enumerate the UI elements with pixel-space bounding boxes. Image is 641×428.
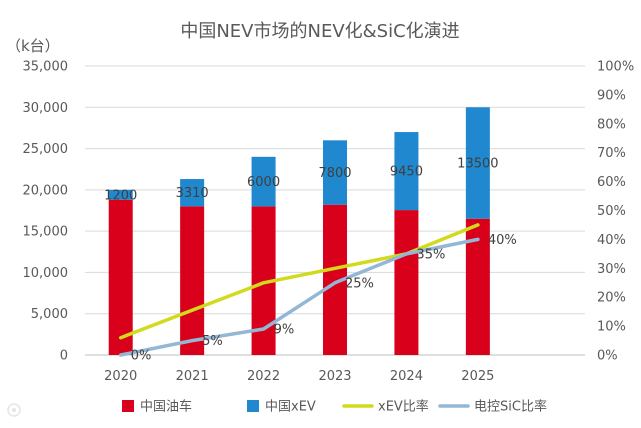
y-tick-label: 35,000: [23, 60, 69, 75]
bar-series-1: [251, 156, 276, 207]
y2-tick-label: 40%: [597, 233, 626, 248]
y2-tick-label: 0%: [597, 349, 618, 364]
y-tick-label: 15,000: [23, 225, 69, 240]
bar-series: [108, 107, 490, 355]
bar-data-label: 9450: [390, 165, 423, 180]
y-tick-label: 20,000: [23, 183, 69, 198]
x-tick-label: 2025: [461, 369, 494, 384]
legend-item: 中国油车: [122, 399, 192, 415]
legend-label: 中国油车: [140, 399, 192, 415]
watermark-logo: [7, 403, 21, 417]
bar-series-0: [394, 210, 419, 355]
legend-label: 中国xEV: [265, 400, 316, 415]
legend-item: 电控SiC比率: [438, 399, 547, 415]
y2-tick-label: 80%: [597, 117, 626, 132]
bar-data-label: 1200: [104, 188, 137, 203]
y2-tick-label: 50%: [597, 204, 626, 219]
legend-label: 电控SiC比率: [474, 399, 547, 415]
y2-tick-label: 90%: [597, 88, 626, 103]
x-tick-label: 2024: [390, 369, 423, 384]
line-data-label: 35%: [416, 247, 445, 262]
bar-series-1: [394, 132, 419, 211]
bar-data-label: 6000: [247, 175, 280, 190]
legend: 中国油车 中国xEV xEV比率 电控SiC比率: [122, 399, 547, 415]
y2-tick-label: 60%: [597, 175, 626, 190]
chart-title: 中国NEV市场的NEV化&SiC化演进: [180, 21, 459, 42]
y2-tick-label: 30%: [597, 262, 626, 277]
legend-item: xEV比率: [342, 399, 429, 415]
line-data-label: 0%: [131, 349, 152, 364]
y-tick-label: 25,000: [23, 142, 69, 157]
bar-series-0: [108, 199, 133, 355]
x-tick-label: 2020: [104, 369, 137, 384]
legend-item: 中国xEV: [247, 400, 316, 415]
line-data-label: 25%: [345, 276, 374, 291]
legend-label: xEV比率: [378, 399, 429, 415]
line-series-3: [118, 237, 480, 357]
line-data-label: 40%: [488, 233, 517, 248]
y2-tick-label: 10%: [597, 320, 626, 335]
y2-tick-label: 20%: [597, 291, 626, 306]
bar-series-1: [323, 140, 347, 205]
bar-series-0: [251, 206, 276, 355]
bar-data-label: 3310: [176, 186, 209, 201]
bar-data-label: 7800: [318, 166, 351, 181]
line-data-label: 9%: [274, 322, 295, 337]
y-tick-label: 5,000: [31, 307, 68, 322]
y2-tick-label: 70%: [597, 146, 626, 161]
legend-swatch: [122, 400, 134, 412]
y-tick-label: 10,000: [23, 266, 69, 281]
line-series: [118, 223, 480, 357]
y-axis-unit-label: （k台）: [6, 37, 60, 55]
data-labels: 1200 3310 6000 7800 9450 13500 0% 5% 9% 25% 35% 40%: [104, 157, 517, 364]
x-tick-label: 2023: [318, 369, 351, 384]
bar-series-1: [465, 107, 490, 219]
bar-series-1: [108, 189, 133, 200]
y-tick-label: 30,000: [23, 101, 69, 116]
legend-swatch: [247, 400, 259, 412]
bar-series-1: [180, 179, 205, 207]
x-tick-label: 2021: [176, 369, 209, 384]
bar-series-0: [180, 206, 205, 355]
x-tick-label: 2022: [247, 369, 280, 384]
bar-data-label: 13500: [457, 157, 498, 172]
y2-tick-label: 100%: [597, 60, 634, 75]
y-tick-label: 0: [60, 349, 68, 364]
line-series-2: [118, 223, 480, 340]
line-data-label: 5%: [202, 334, 223, 349]
